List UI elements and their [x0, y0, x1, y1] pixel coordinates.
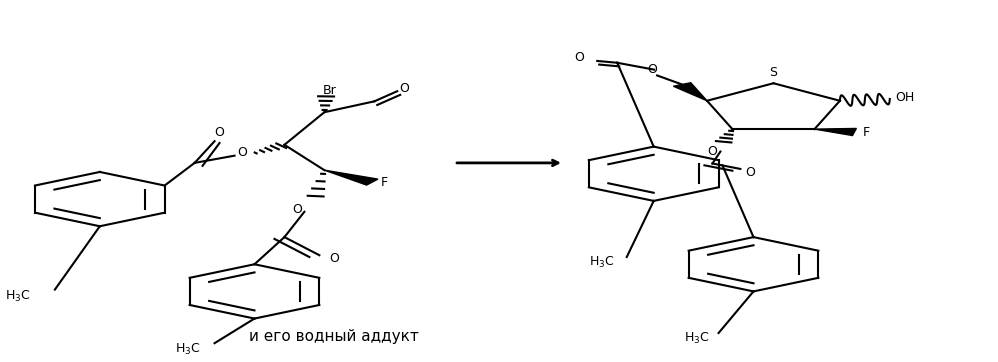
- Text: O: O: [238, 146, 248, 159]
- Text: H$_3$C: H$_3$C: [175, 342, 201, 357]
- Text: H$_3$C: H$_3$C: [684, 331, 710, 346]
- Text: O: O: [574, 51, 584, 64]
- Text: O: O: [399, 82, 409, 95]
- Text: O: O: [647, 63, 657, 76]
- Text: OH: OH: [895, 90, 914, 104]
- Text: F: F: [862, 126, 869, 139]
- Text: F: F: [380, 176, 388, 189]
- Text: S: S: [769, 66, 777, 79]
- Text: O: O: [746, 166, 755, 179]
- Text: O: O: [215, 126, 225, 139]
- Polygon shape: [674, 83, 707, 101]
- Text: O: O: [708, 145, 718, 158]
- Text: и его водный аддукт: и его водный аддукт: [250, 329, 419, 344]
- Polygon shape: [814, 129, 856, 135]
- Polygon shape: [324, 170, 378, 185]
- Text: O: O: [292, 203, 302, 216]
- Text: O: O: [329, 252, 339, 265]
- Text: H$_3$C: H$_3$C: [5, 289, 31, 304]
- Text: Br: Br: [322, 84, 336, 97]
- Text: H$_3$C: H$_3$C: [589, 255, 615, 270]
